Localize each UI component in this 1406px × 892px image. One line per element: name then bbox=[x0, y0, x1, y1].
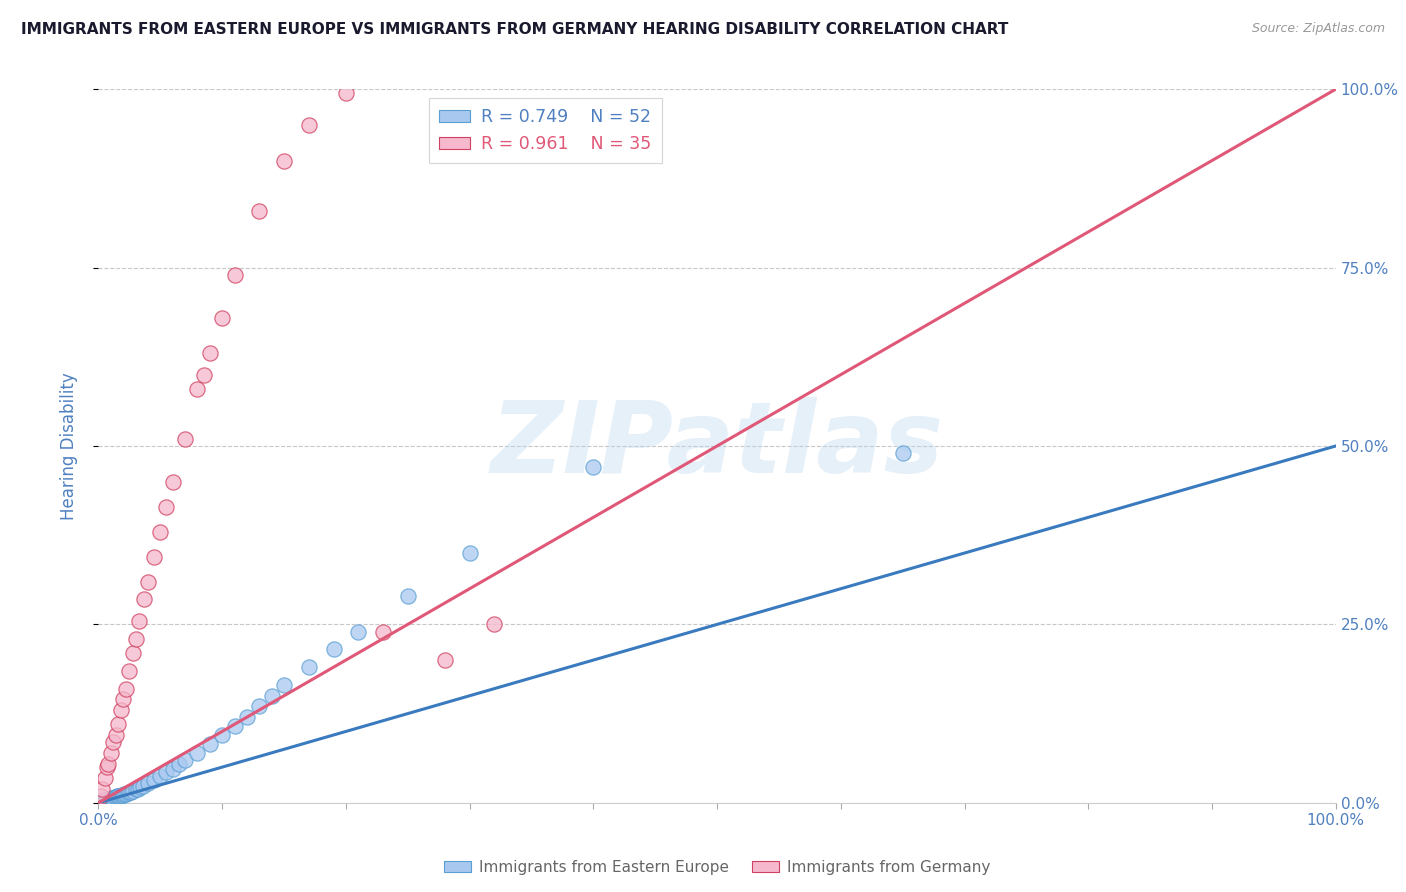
Point bbox=[122, 646, 145, 660]
Point bbox=[107, 789, 129, 804]
Point bbox=[114, 787, 136, 801]
Point bbox=[103, 790, 125, 805]
Point bbox=[112, 788, 135, 802]
Point bbox=[347, 624, 370, 639]
Point bbox=[110, 789, 132, 803]
Text: IMMIGRANTS FROM EASTERN EUROPE VS IMMIGRANTS FROM GERMANY HEARING DISABILITY COR: IMMIGRANTS FROM EASTERN EUROPE VS IMMIGR… bbox=[21, 22, 1008, 37]
Point bbox=[211, 310, 233, 325]
Point bbox=[112, 692, 135, 706]
Point bbox=[224, 719, 246, 733]
Point bbox=[396, 589, 419, 603]
Point bbox=[322, 642, 344, 657]
Point bbox=[100, 746, 122, 760]
Point bbox=[117, 786, 139, 800]
Point bbox=[193, 368, 215, 382]
Point bbox=[335, 86, 357, 100]
Point bbox=[104, 728, 127, 742]
Point bbox=[891, 446, 914, 460]
Point bbox=[224, 268, 246, 282]
Point bbox=[118, 664, 141, 678]
Point bbox=[132, 779, 155, 793]
Point bbox=[198, 346, 221, 360]
Point bbox=[298, 660, 321, 674]
Point bbox=[110, 703, 132, 717]
Point bbox=[97, 756, 120, 771]
Point bbox=[124, 632, 146, 646]
Point bbox=[97, 792, 120, 806]
Point bbox=[371, 624, 394, 639]
Point bbox=[93, 771, 115, 785]
Point bbox=[582, 460, 605, 475]
Point bbox=[112, 787, 135, 801]
Legend: Immigrants from Eastern Europe, Immigrants from Germany: Immigrants from Eastern Europe, Immigran… bbox=[437, 854, 997, 880]
Point bbox=[96, 792, 118, 806]
Point bbox=[458, 546, 481, 560]
Point bbox=[101, 790, 124, 805]
Point bbox=[89, 795, 111, 809]
Point bbox=[91, 781, 114, 796]
Point bbox=[122, 783, 145, 797]
Point bbox=[108, 789, 131, 803]
Point bbox=[433, 653, 456, 667]
Point bbox=[236, 710, 259, 724]
Point bbox=[93, 793, 115, 807]
Point bbox=[143, 772, 166, 787]
Point bbox=[128, 614, 150, 628]
Text: ZIPatlas: ZIPatlas bbox=[491, 398, 943, 494]
Point bbox=[111, 788, 134, 802]
Point bbox=[186, 382, 208, 396]
Point bbox=[247, 203, 270, 218]
Point bbox=[167, 757, 190, 772]
Point bbox=[94, 793, 117, 807]
Point bbox=[118, 785, 141, 799]
Point bbox=[162, 762, 184, 776]
Point bbox=[127, 781, 149, 796]
Point bbox=[103, 735, 125, 749]
Point bbox=[149, 769, 172, 783]
Point bbox=[100, 791, 122, 805]
Point bbox=[155, 765, 177, 780]
Point bbox=[104, 790, 127, 805]
Point bbox=[149, 524, 172, 539]
Point bbox=[484, 617, 506, 632]
Point bbox=[91, 794, 114, 808]
Point bbox=[162, 475, 184, 489]
Point bbox=[155, 500, 177, 514]
Point bbox=[174, 753, 197, 767]
Point bbox=[186, 746, 208, 760]
Point bbox=[120, 785, 142, 799]
Point bbox=[129, 780, 152, 794]
Point bbox=[134, 592, 156, 607]
Point bbox=[136, 776, 159, 790]
Text: Source: ZipAtlas.com: Source: ZipAtlas.com bbox=[1251, 22, 1385, 36]
Point bbox=[298, 118, 321, 132]
Point bbox=[93, 794, 115, 808]
Point bbox=[107, 717, 129, 731]
Point bbox=[114, 681, 136, 696]
Point bbox=[103, 790, 125, 805]
Point bbox=[273, 678, 295, 692]
Point bbox=[260, 689, 283, 703]
Point bbox=[174, 432, 197, 446]
Point bbox=[124, 782, 146, 797]
Point bbox=[90, 789, 112, 803]
Point bbox=[105, 789, 128, 804]
Point bbox=[96, 760, 118, 774]
Point bbox=[198, 737, 221, 751]
Point bbox=[98, 791, 121, 805]
Point bbox=[273, 153, 295, 168]
Point bbox=[136, 574, 159, 589]
Point bbox=[211, 728, 233, 742]
Point bbox=[90, 794, 112, 808]
Y-axis label: Hearing Disability: Hearing Disability bbox=[59, 372, 77, 520]
Point bbox=[247, 699, 270, 714]
Point bbox=[143, 549, 166, 564]
